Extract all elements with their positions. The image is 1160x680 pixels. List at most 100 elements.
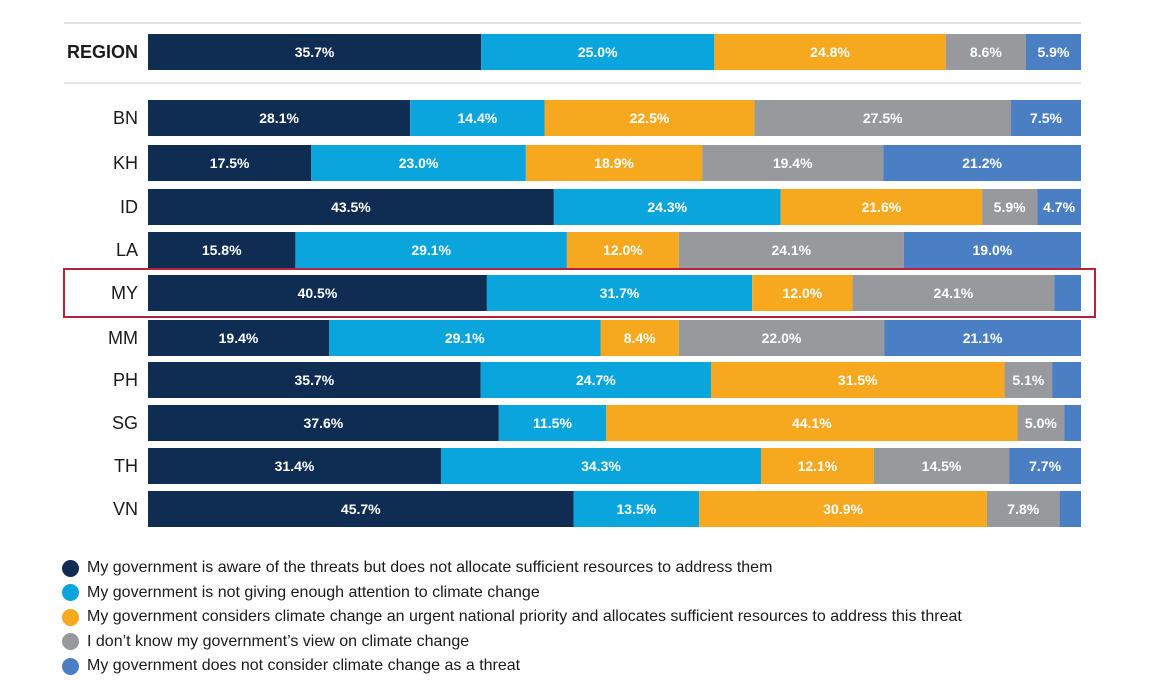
data-label-my-series-2: 31.7% [600,285,640,301]
bar-mm-series-4 [678,320,885,356]
bar-id-series-3 [780,189,983,225]
data-label-la-series-4: 24.1% [771,242,811,258]
bar-my-series-1 [148,275,487,311]
bar-vn-series-3 [699,491,987,527]
data-label-la-series-5: 19.0% [973,242,1013,258]
legend-dot-icon [62,584,79,602]
data-label-mm-series-1: 19.4% [219,330,259,346]
data-label-sg-series-3: 44.1% [792,415,832,431]
category-label-mm: MM [108,328,138,348]
data-label-kh-series-1: 17.5% [210,155,250,171]
legend-label: My government is not giving enough atten… [87,583,540,601]
data-label-la-series-3: 12.0% [603,242,643,258]
data-label-ph-series-1: 35.7% [295,372,335,388]
bar-la-series-2 [295,232,567,268]
data-label-bn-series-5: 7.5% [1030,110,1062,126]
bar-vn-series-1 [148,491,574,527]
bar-sg-series-5 [1064,405,1081,441]
bar-la-series-1 [148,232,296,268]
data-label-bn-series-1: 28.1% [259,110,299,126]
category-label-bn: BN [113,108,138,128]
bar-th-series-4 [873,448,1010,484]
data-label-id-series-4: 5.9% [994,199,1026,215]
legend-label: My government considers climate change a… [87,608,962,626]
bar-region-series-4 [945,34,1026,70]
bar-mm-series-3 [600,320,679,356]
bar-sg-series-1 [148,405,499,441]
legend-item: I don’t know my government’s view on cli… [62,630,962,655]
legend-item: My government is aware of the threats bu… [62,556,962,581]
bar-kh-series-1 [148,145,312,181]
category-label-th: TH [114,456,138,476]
data-label-region-series-5: 5.9% [1038,44,1070,60]
legend-label: My government does not consider climate … [87,657,521,675]
legend-dot-icon [62,559,79,577]
data-label-sg-series-1: 37.6% [304,415,344,431]
bar-mm-series-5 [884,320,1081,356]
bar-vn-series-5 [1059,491,1081,527]
bar-ph-series-4 [1004,362,1053,398]
data-label-my-series-4: 24.1% [934,285,974,301]
category-label-kh: KH [113,153,138,173]
data-label-ph-series-2: 24.7% [576,372,616,388]
bar-my-series-5 [1054,275,1081,311]
bar-id-series-4 [982,189,1038,225]
legend-item: My government is not giving enough atten… [62,581,962,606]
legend-dot-icon [62,633,79,651]
data-label-vn-series-4: 7.8% [1007,501,1039,517]
bar-ph-series-5 [1052,362,1081,398]
bar-la-series-5 [903,232,1081,268]
data-label-bn-series-4: 27.5% [863,110,903,126]
bar-id-series-5 [1037,189,1081,225]
data-label-mm-series-5: 21.1% [963,330,1003,346]
data-label-id-series-2: 24.3% [647,199,687,215]
data-label-bn-series-3: 22.5% [630,110,670,126]
bar-ph-series-2 [480,362,711,398]
bar-ph-series-1 [148,362,481,398]
bar-ph-series-3 [710,362,1005,398]
legend-dot-icon [62,608,79,626]
bar-my-series-2 [486,275,753,311]
bar-region-series-1 [148,34,482,70]
bar-region-series-5 [1025,34,1081,70]
data-label-id-series-5: 4.7% [1043,199,1075,215]
bar-bn-series-5 [1011,100,1081,136]
data-label-ph-series-4: 5.1% [1012,372,1044,388]
data-label-sg-series-2: 11.5% [533,415,572,431]
data-label-th-series-1: 31.4% [275,458,315,474]
bar-kh-series-3 [525,145,703,181]
bar-region-series-3 [714,34,946,70]
highlight-frame-my [63,268,1096,318]
category-label-la: LA [116,240,138,260]
data-label-region-series-3: 24.8% [810,44,850,60]
bar-kh-series-2 [311,145,526,181]
bar-my-series-4 [852,275,1055,311]
data-label-bn-series-2: 14.4% [457,110,497,126]
bar-th-series-3 [760,448,874,484]
data-label-kh-series-5: 21.2% [962,155,1002,171]
bar-bn-series-2 [410,100,545,136]
category-label-vn: VN [113,499,138,519]
data-label-region-series-1: 35.7% [295,44,335,60]
data-label-vn-series-2: 13.5% [617,501,657,517]
bar-id-series-2 [553,189,781,225]
data-label-sg-series-4: 5.0% [1025,415,1057,431]
bar-th-series-5 [1009,448,1081,484]
bar-mm-series-1 [148,320,330,356]
category-label-my: MY [111,283,138,303]
data-label-region-series-2: 25.0% [578,44,618,60]
bar-vn-series-2 [573,491,700,527]
legend-item: My government does not consider climate … [62,654,962,679]
legend-dot-icon [62,657,79,675]
bar-id-series-1 [148,189,554,225]
bar-la-series-4 [678,232,904,268]
data-label-ph-series-3: 31.5% [838,372,878,388]
bar-mm-series-2 [329,320,601,356]
bar-th-series-1 [148,448,441,484]
data-label-id-series-1: 43.5% [331,199,371,215]
data-label-id-series-3: 21.6% [861,199,901,215]
data-label-my-series-1: 40.5% [298,285,338,301]
category-label-sg: SG [112,413,138,433]
